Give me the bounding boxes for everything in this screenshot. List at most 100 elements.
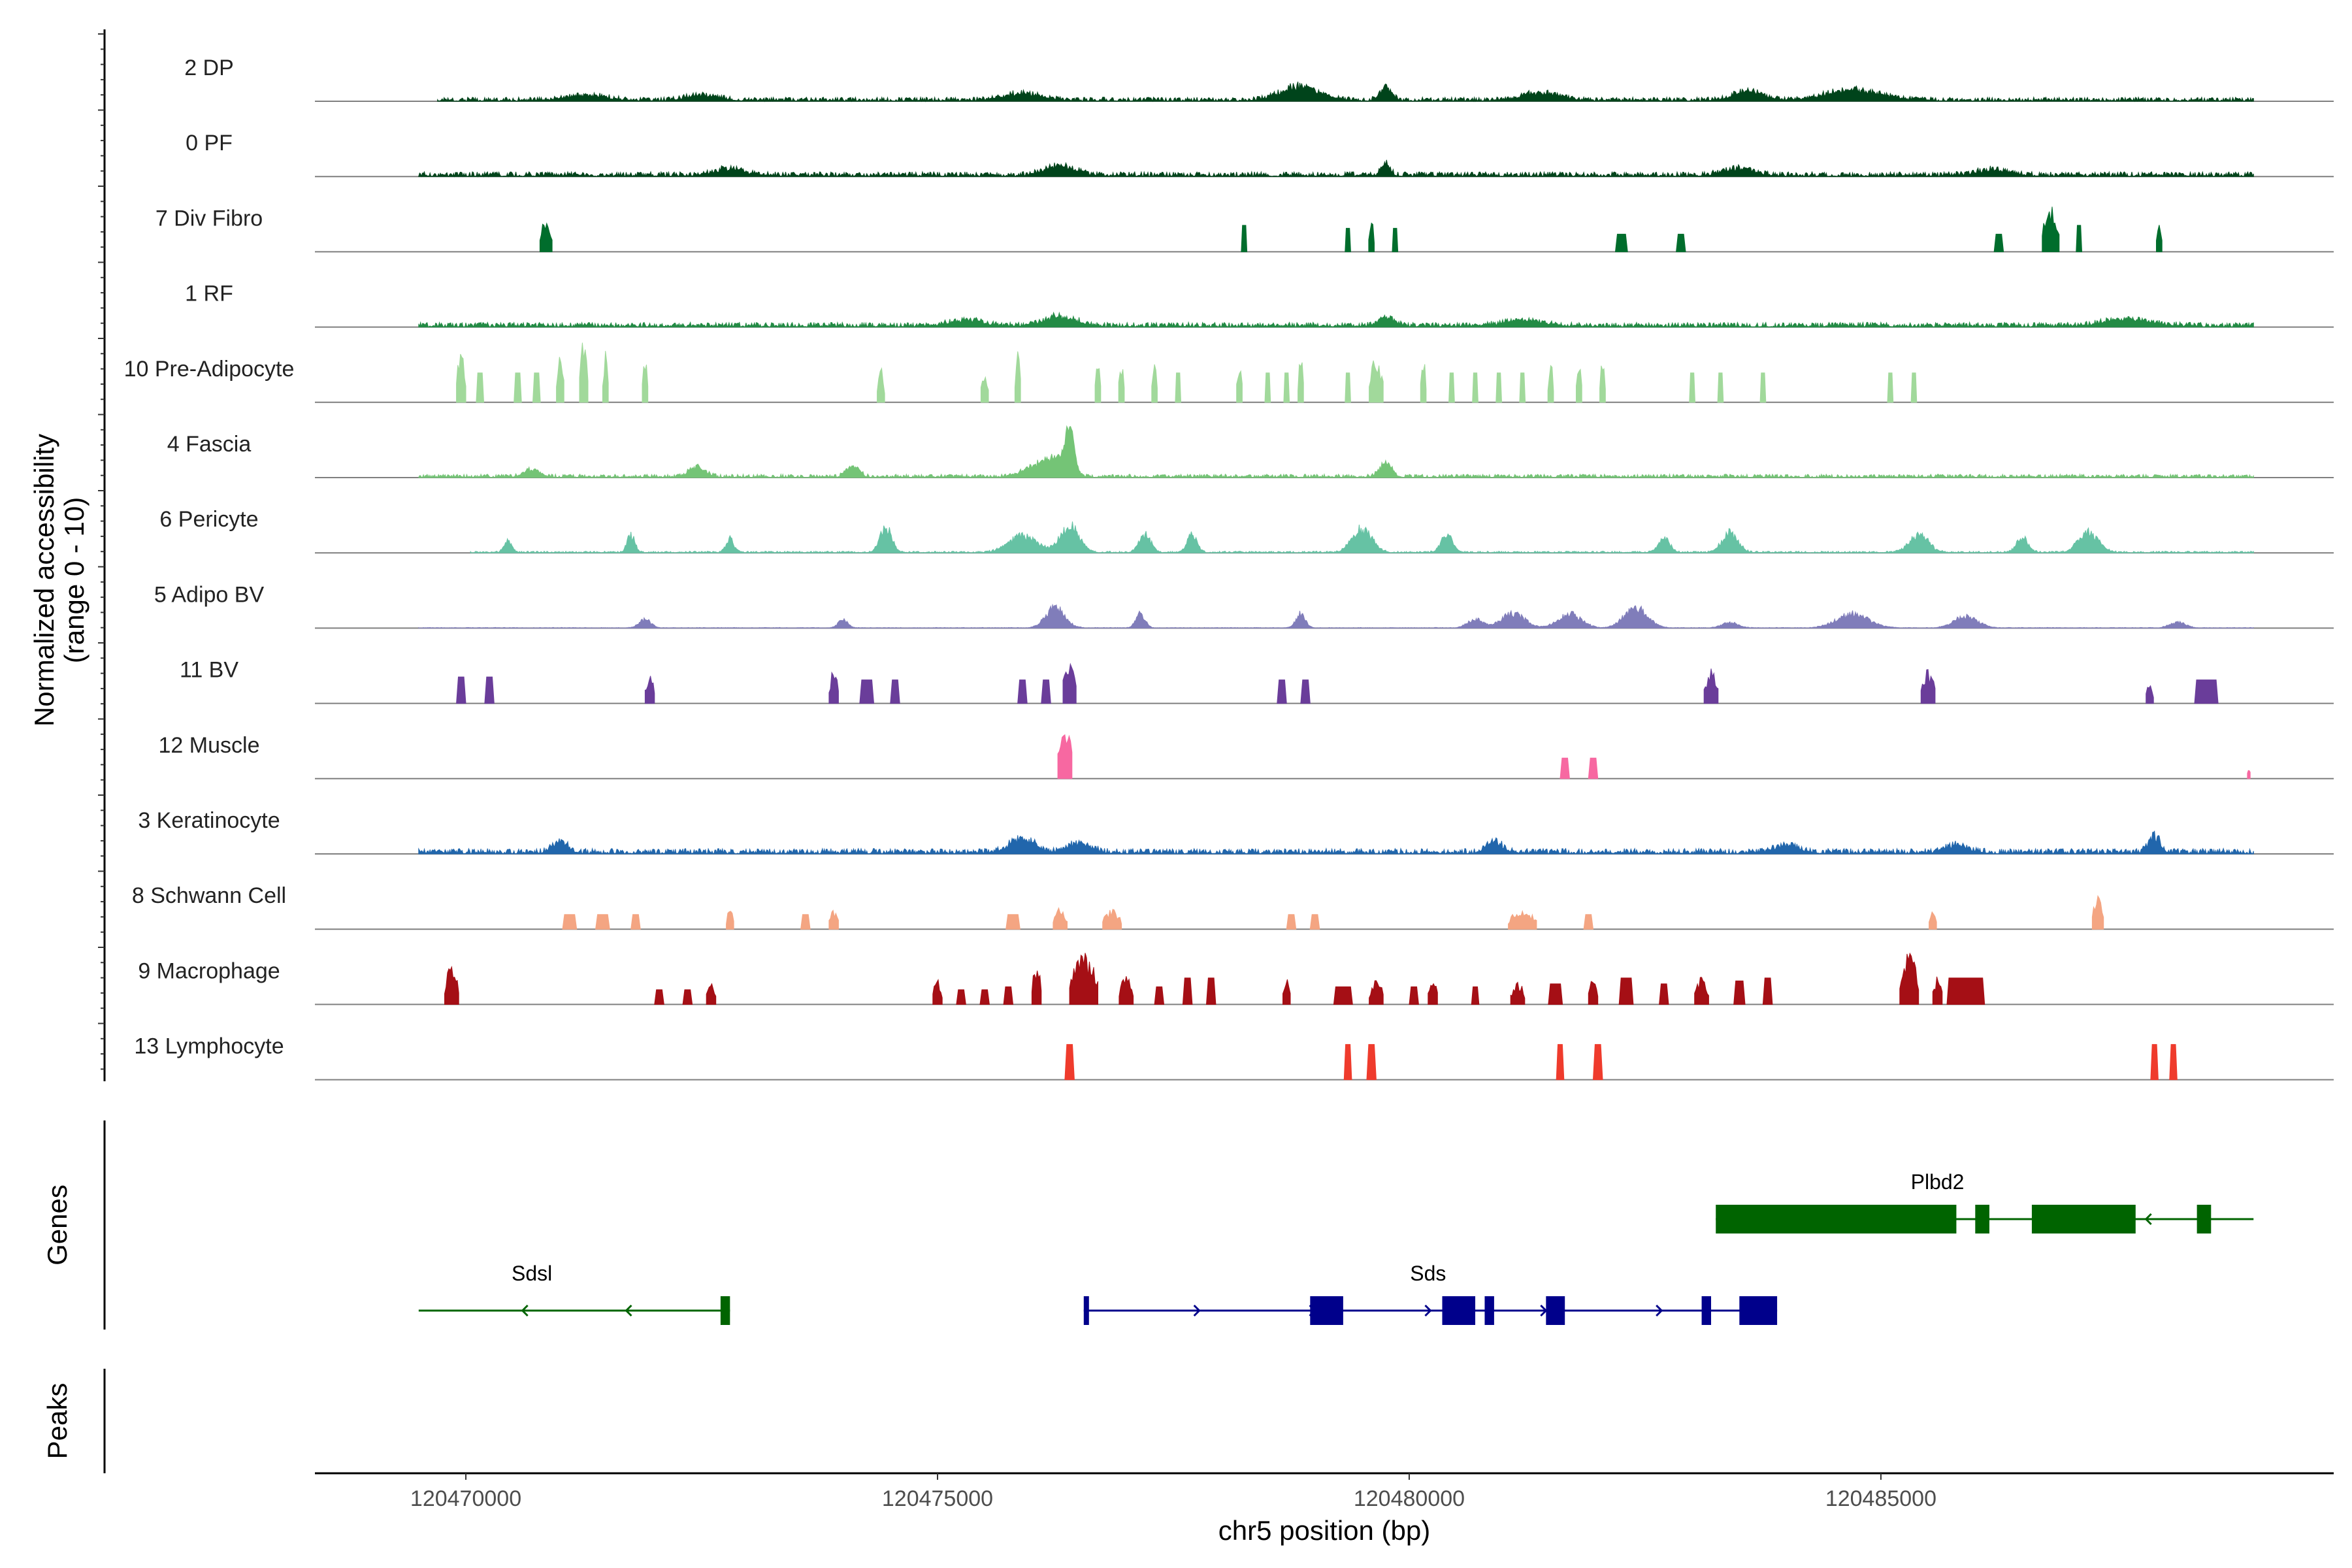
track-1: 2 DP — [184, 56, 2334, 103]
accessibility-area — [437, 81, 2254, 103]
gene-sdsl: Sdsl — [418, 1262, 730, 1325]
accessibility-peak — [1759, 372, 1767, 403]
accessibility-peak — [706, 983, 717, 1005]
gene-exon — [2031, 1205, 2136, 1233]
accessibility-peak — [1428, 983, 1438, 1005]
accessibility-peak — [2146, 685, 2154, 704]
accessibility-peak — [1264, 372, 1271, 403]
accessibility-peak — [595, 914, 610, 930]
track-9: 11 BV — [180, 658, 2334, 704]
accessibility-peak — [1003, 986, 1014, 1005]
accessibility-peak — [1345, 227, 1351, 252]
track-label: 5 Adipo BV — [154, 582, 265, 607]
gene-sds: Sds — [1083, 1262, 1778, 1325]
gene-exon — [720, 1296, 730, 1325]
accessibility-peak — [1062, 662, 1077, 704]
track-4: 1 RF — [185, 282, 2334, 329]
track-label: 9 Macrophage — [138, 958, 280, 983]
strand-arrow — [521, 1304, 529, 1317]
accessibility-peak — [1094, 368, 1102, 403]
accessibility-peak — [1345, 372, 1351, 403]
accessibility-peak — [1064, 1044, 1075, 1081]
accessibility-peak — [1368, 222, 1375, 252]
accessibility-peak — [1041, 679, 1051, 704]
accessibility-peak — [2169, 1044, 2178, 1081]
accessibility-peak — [1053, 907, 1068, 930]
accessibility-peak — [1369, 980, 1384, 1005]
accessibility-peak — [1929, 911, 1937, 930]
accessibility-peak — [1932, 976, 1943, 1005]
track-label: 0 PF — [186, 131, 233, 155]
accessibility-peak — [1599, 365, 1606, 403]
accessibility-peak — [1409, 986, 1419, 1005]
gene-exon — [1739, 1296, 1778, 1325]
track-label: 1 RF — [185, 282, 233, 306]
accessibility-peak — [1017, 679, 1028, 704]
accessibility-peak — [1887, 372, 1894, 403]
accessibility-peak — [1069, 953, 1098, 1005]
accessibility-peak — [1472, 372, 1478, 403]
accessibility-peak — [1277, 679, 1287, 704]
accessibility-peak — [1333, 986, 1353, 1005]
gene-exon — [1083, 1296, 1089, 1325]
strand-arrow — [2144, 1213, 2152, 1226]
track-label: 7 Div Fibro — [155, 206, 263, 231]
x-tick-label: 120480000 — [1354, 1486, 1465, 1511]
accessibility-area — [418, 425, 2254, 479]
accessibility-peak — [2247, 770, 2251, 779]
accessibility-peak — [476, 372, 485, 403]
accessibility-peak — [1241, 225, 1248, 252]
strand-arrow — [1193, 1304, 1201, 1317]
accessibility-peak — [1471, 986, 1480, 1005]
accessibility-peak — [1014, 351, 1021, 403]
accessibility-peak — [682, 989, 693, 1005]
gene-plbd2: Plbd2 — [1716, 1170, 2254, 1233]
accessibility-peak — [1298, 362, 1304, 403]
accessibility-peak — [1343, 1044, 1352, 1081]
strand-arrow — [1424, 1304, 1432, 1317]
accessibility-peak — [1205, 977, 1217, 1005]
accessibility-peak — [877, 367, 885, 403]
accessibility-peak — [859, 679, 875, 704]
accessibility-peak — [1119, 976, 1134, 1005]
accessibility-peak — [1031, 970, 1042, 1005]
accessibility-peak — [654, 989, 664, 1005]
accessibility-peak — [1899, 952, 1919, 1005]
gene-exon — [1975, 1205, 1989, 1233]
track-label: 12 Muscle — [159, 733, 260, 758]
accessibility-area — [470, 521, 2254, 554]
accessibility-peak — [932, 979, 943, 1005]
accessibility-peak — [1689, 372, 1696, 403]
y-axis-title-line2: (range 0 - 10) — [59, 497, 90, 663]
track-5: 10 Pre-Adipocyte — [124, 342, 2334, 403]
accessibility-area — [418, 603, 2254, 629]
accessibility-peak — [1286, 914, 1297, 930]
accessibility-peak — [484, 676, 495, 704]
accessibility-peak — [1508, 909, 1537, 930]
accessibility-peak — [1560, 757, 1570, 779]
accessibility-peak — [1448, 372, 1455, 403]
accessibility-peak — [1583, 914, 1594, 930]
gene-exon — [1716, 1205, 1957, 1233]
track-label: 3 Keratinocyte — [138, 808, 280, 833]
accessibility-peak — [456, 676, 466, 704]
accessibility-peak — [2042, 206, 2060, 252]
accessibility-peak — [1369, 360, 1384, 403]
accessibility-area — [418, 311, 2254, 329]
track-label: 6 Pericyte — [159, 507, 258, 532]
accessibility-peak — [514, 372, 522, 403]
x-tick-label: 120485000 — [1825, 1486, 1936, 1511]
accessibility-peak — [456, 353, 466, 403]
track-8: 5 Adipo BV — [154, 582, 2334, 629]
accessibility-peak — [1703, 668, 1719, 704]
gene-exon — [1546, 1296, 1565, 1325]
y-axis-ticks — [98, 33, 105, 1070]
accessibility-peak — [1175, 372, 1182, 403]
gene-label: Plbd2 — [1911, 1170, 1965, 1194]
accessibility-peak — [1920, 669, 1936, 704]
accessibility-peak — [556, 357, 564, 403]
track-14: 13 Lymphocyte — [134, 1034, 2334, 1081]
accessibility-peak — [1618, 977, 1634, 1005]
accessibility-peak — [539, 222, 553, 252]
accessibility-peak — [562, 914, 578, 930]
